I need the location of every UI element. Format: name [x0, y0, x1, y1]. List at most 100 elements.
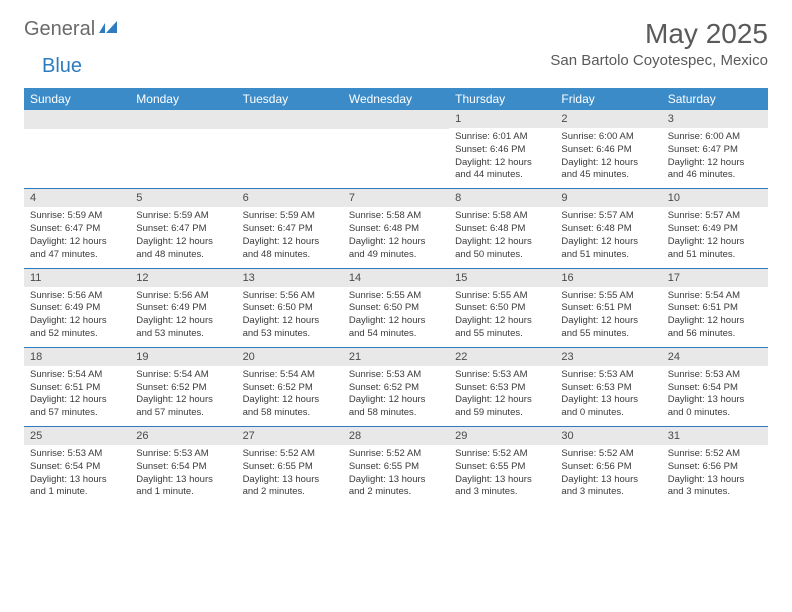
- day-info: Sunrise: 6:00 AMSunset: 6:47 PMDaylight:…: [662, 128, 768, 188]
- sunrise-line: Sunrise: 5:57 AM: [561, 210, 655, 223]
- day-cell: 27Sunrise: 5:52 AMSunset: 6:55 PMDayligh…: [237, 427, 343, 505]
- sunset-line: Sunset: 6:51 PM: [561, 302, 655, 315]
- day-number: 23: [555, 348, 661, 366]
- sunset-line: Sunset: 6:52 PM: [349, 382, 443, 395]
- day-headers-row: SundayMondayTuesdayWednesdayThursdayFrid…: [24, 88, 768, 110]
- day-cell: 13Sunrise: 5:56 AMSunset: 6:50 PMDayligh…: [237, 269, 343, 347]
- day-info: Sunrise: 5:54 AMSunset: 6:52 PMDaylight:…: [237, 366, 343, 426]
- day-cell: 20Sunrise: 5:54 AMSunset: 6:52 PMDayligh…: [237, 348, 343, 426]
- day-header: Wednesday: [343, 88, 449, 110]
- day-cell: 14Sunrise: 5:55 AMSunset: 6:50 PMDayligh…: [343, 269, 449, 347]
- sunrise-line: Sunrise: 5:56 AM: [30, 290, 124, 303]
- empty-day-number: [130, 110, 236, 129]
- daylight-line: Daylight: 12 hours and 55 minutes.: [455, 315, 549, 341]
- sunset-line: Sunset: 6:49 PM: [668, 223, 762, 236]
- daylight-line: Daylight: 12 hours and 53 minutes.: [136, 315, 230, 341]
- daylight-line: Daylight: 12 hours and 45 minutes.: [561, 157, 655, 183]
- day-cell: 16Sunrise: 5:55 AMSunset: 6:51 PMDayligh…: [555, 269, 661, 347]
- sunset-line: Sunset: 6:51 PM: [30, 382, 124, 395]
- location: San Bartolo Coyotespec, Mexico: [550, 52, 768, 69]
- day-cell: [130, 110, 236, 188]
- day-number: 12: [130, 269, 236, 287]
- sunset-line: Sunset: 6:54 PM: [668, 382, 762, 395]
- sunset-line: Sunset: 6:50 PM: [349, 302, 443, 315]
- day-number: 7: [343, 189, 449, 207]
- day-number: 22: [449, 348, 555, 366]
- sunrise-line: Sunrise: 5:52 AM: [668, 448, 762, 461]
- day-cell: 9Sunrise: 5:57 AMSunset: 6:48 PMDaylight…: [555, 189, 661, 267]
- daylight-line: Daylight: 12 hours and 51 minutes.: [561, 236, 655, 262]
- day-cell: 15Sunrise: 5:55 AMSunset: 6:50 PMDayligh…: [449, 269, 555, 347]
- day-cell: 19Sunrise: 5:54 AMSunset: 6:52 PMDayligh…: [130, 348, 236, 426]
- day-info: Sunrise: 5:57 AMSunset: 6:48 PMDaylight:…: [555, 207, 661, 267]
- daylight-line: Daylight: 13 hours and 0 minutes.: [668, 394, 762, 420]
- sunset-line: Sunset: 6:46 PM: [455, 144, 549, 157]
- day-cell: 1Sunrise: 6:01 AMSunset: 6:46 PMDaylight…: [449, 110, 555, 188]
- daylight-line: Daylight: 12 hours and 48 minutes.: [136, 236, 230, 262]
- day-number: 26: [130, 427, 236, 445]
- day-cell: 2Sunrise: 6:00 AMSunset: 6:46 PMDaylight…: [555, 110, 661, 188]
- logo: General: [24, 18, 121, 41]
- day-info: Sunrise: 5:53 AMSunset: 6:54 PMDaylight:…: [130, 445, 236, 505]
- sunrise-line: Sunrise: 5:57 AM: [668, 210, 762, 223]
- daylight-line: Daylight: 12 hours and 50 minutes.: [455, 236, 549, 262]
- sunrise-line: Sunrise: 5:59 AM: [243, 210, 337, 223]
- day-number: 13: [237, 269, 343, 287]
- day-cell: 18Sunrise: 5:54 AMSunset: 6:51 PMDayligh…: [24, 348, 130, 426]
- sunset-line: Sunset: 6:47 PM: [668, 144, 762, 157]
- day-number: 10: [662, 189, 768, 207]
- sunrise-line: Sunrise: 5:54 AM: [668, 290, 762, 303]
- sunrise-line: Sunrise: 5:54 AM: [243, 369, 337, 382]
- sunset-line: Sunset: 6:55 PM: [349, 461, 443, 474]
- day-number: 21: [343, 348, 449, 366]
- sunrise-line: Sunrise: 5:59 AM: [30, 210, 124, 223]
- calendar-grid: SundayMondayTuesdayWednesdayThursdayFrid…: [24, 88, 768, 505]
- day-info: Sunrise: 5:55 AMSunset: 6:51 PMDaylight:…: [555, 287, 661, 347]
- day-cell: 30Sunrise: 5:52 AMSunset: 6:56 PMDayligh…: [555, 427, 661, 505]
- sunrise-line: Sunrise: 5:59 AM: [136, 210, 230, 223]
- day-cell: 5Sunrise: 5:59 AMSunset: 6:47 PMDaylight…: [130, 189, 236, 267]
- daylight-line: Daylight: 13 hours and 2 minutes.: [243, 474, 337, 500]
- sunset-line: Sunset: 6:47 PM: [136, 223, 230, 236]
- daylight-line: Daylight: 12 hours and 52 minutes.: [30, 315, 124, 341]
- sunset-line: Sunset: 6:56 PM: [561, 461, 655, 474]
- sunset-line: Sunset: 6:53 PM: [455, 382, 549, 395]
- day-cell: 7Sunrise: 5:58 AMSunset: 6:48 PMDaylight…: [343, 189, 449, 267]
- sunset-line: Sunset: 6:56 PM: [668, 461, 762, 474]
- day-cell: 24Sunrise: 5:53 AMSunset: 6:54 PMDayligh…: [662, 348, 768, 426]
- day-cell: [24, 110, 130, 188]
- day-cell: 23Sunrise: 5:53 AMSunset: 6:53 PMDayligh…: [555, 348, 661, 426]
- day-cell: 26Sunrise: 5:53 AMSunset: 6:54 PMDayligh…: [130, 427, 236, 505]
- sunset-line: Sunset: 6:51 PM: [668, 302, 762, 315]
- sunset-line: Sunset: 6:55 PM: [455, 461, 549, 474]
- daylight-line: Daylight: 13 hours and 3 minutes.: [668, 474, 762, 500]
- sunrise-line: Sunrise: 5:55 AM: [349, 290, 443, 303]
- day-cell: 10Sunrise: 5:57 AMSunset: 6:49 PMDayligh…: [662, 189, 768, 267]
- day-number: 19: [130, 348, 236, 366]
- week-row: 25Sunrise: 5:53 AMSunset: 6:54 PMDayligh…: [24, 426, 768, 505]
- daylight-line: Daylight: 13 hours and 2 minutes.: [349, 474, 443, 500]
- day-number: 9: [555, 189, 661, 207]
- day-cell: 11Sunrise: 5:56 AMSunset: 6:49 PMDayligh…: [24, 269, 130, 347]
- week-row: 4Sunrise: 5:59 AMSunset: 6:47 PMDaylight…: [24, 188, 768, 267]
- day-cell: 21Sunrise: 5:53 AMSunset: 6:52 PMDayligh…: [343, 348, 449, 426]
- day-info: Sunrise: 5:52 AMSunset: 6:55 PMDaylight:…: [237, 445, 343, 505]
- day-info: Sunrise: 6:01 AMSunset: 6:46 PMDaylight:…: [449, 128, 555, 188]
- sunset-line: Sunset: 6:46 PM: [561, 144, 655, 157]
- sunrise-line: Sunrise: 5:53 AM: [668, 369, 762, 382]
- day-cell: 29Sunrise: 5:52 AMSunset: 6:55 PMDayligh…: [449, 427, 555, 505]
- sunrise-line: Sunrise: 5:53 AM: [455, 369, 549, 382]
- daylight-line: Daylight: 13 hours and 1 minute.: [136, 474, 230, 500]
- day-number: 31: [662, 427, 768, 445]
- day-number: 25: [24, 427, 130, 445]
- month-title: May 2025: [550, 18, 768, 50]
- day-cell: 4Sunrise: 5:59 AMSunset: 6:47 PMDaylight…: [24, 189, 130, 267]
- day-info: Sunrise: 5:52 AMSunset: 6:55 PMDaylight:…: [343, 445, 449, 505]
- day-info: Sunrise: 5:56 AMSunset: 6:50 PMDaylight:…: [237, 287, 343, 347]
- day-info: Sunrise: 5:54 AMSunset: 6:51 PMDaylight:…: [24, 366, 130, 426]
- day-number: 1: [449, 110, 555, 128]
- day-header: Saturday: [662, 88, 768, 110]
- daylight-line: Daylight: 12 hours and 56 minutes.: [668, 315, 762, 341]
- sunset-line: Sunset: 6:54 PM: [136, 461, 230, 474]
- sunrise-line: Sunrise: 5:52 AM: [561, 448, 655, 461]
